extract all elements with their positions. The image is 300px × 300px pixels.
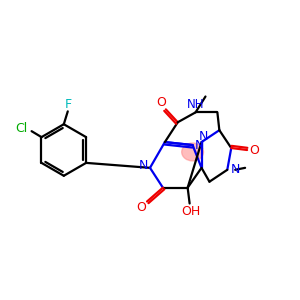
Text: N: N (199, 130, 208, 142)
Text: Cl: Cl (16, 122, 28, 135)
Text: N: N (195, 139, 204, 152)
Ellipse shape (182, 143, 203, 161)
Text: OH: OH (181, 205, 200, 218)
Text: NH: NH (187, 98, 204, 111)
Text: F: F (65, 98, 72, 111)
Text: O: O (249, 143, 259, 157)
Text: O: O (136, 201, 146, 214)
Text: N: N (230, 163, 240, 176)
Text: N: N (138, 159, 148, 172)
Text: O: O (156, 96, 166, 109)
